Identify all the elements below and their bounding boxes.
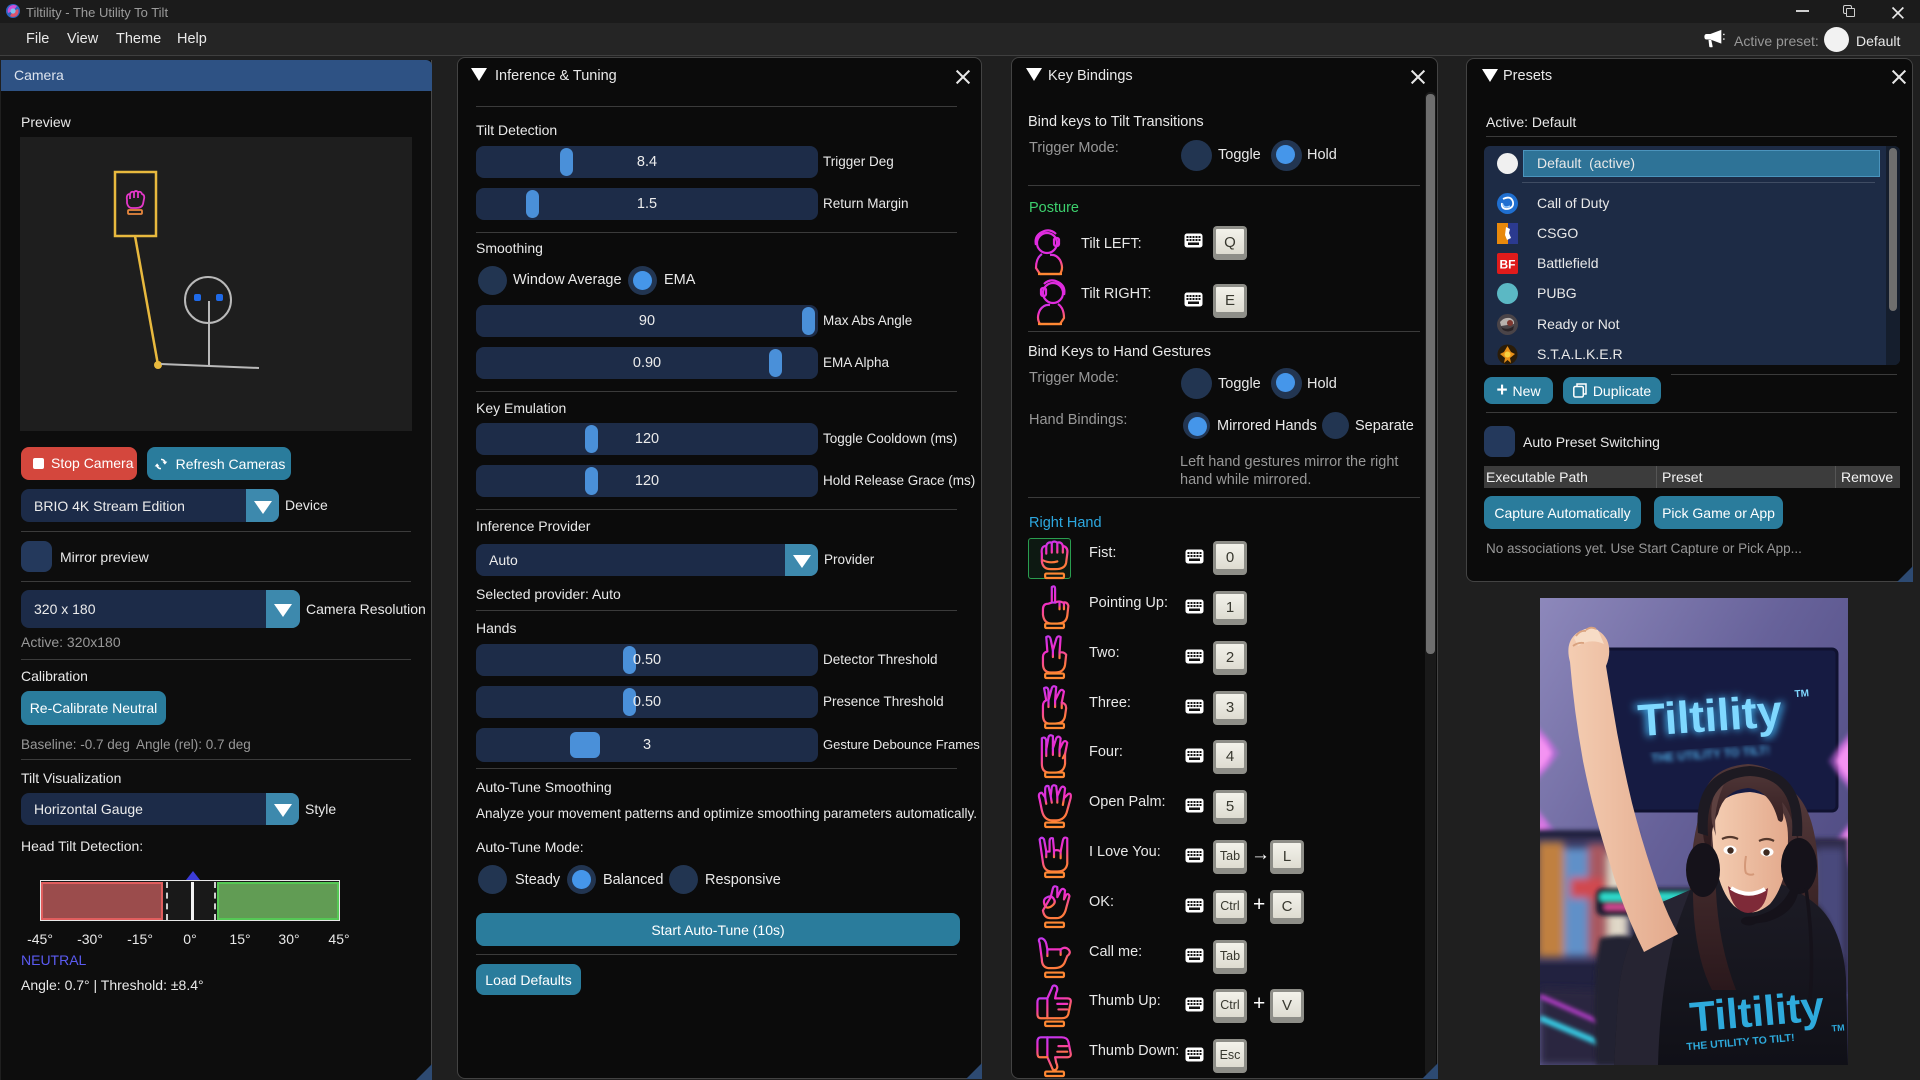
svg-text:TM: TM: [1831, 1022, 1845, 1033]
svg-text:TM: TM: [1794, 688, 1809, 700]
svg-text:BF: BF: [1500, 258, 1516, 272]
svg-text:Tiltility: Tiltility: [1633, 684, 1787, 747]
svg-text:Tiltility: Tiltility: [1636, 685, 1783, 746]
svg-text:Tiltility: Tiltility: [1688, 982, 1827, 1041]
